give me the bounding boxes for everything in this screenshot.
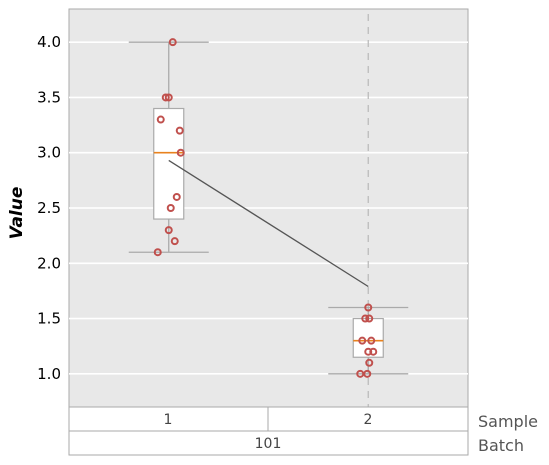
y-tick-label: 4.0 [37, 33, 61, 51]
data-point [365, 314, 374, 323]
data-point [176, 148, 185, 157]
y-tick-label: 3.0 [37, 144, 61, 162]
data-point [175, 126, 184, 135]
sample-label-1: 1 [164, 412, 173, 428]
data-point [358, 336, 367, 345]
data-point [363, 369, 372, 378]
box-marks [128, 14, 409, 407]
data-point [170, 237, 179, 246]
data-point [164, 226, 173, 235]
data-point [161, 93, 170, 102]
y-tick-label: 2.0 [37, 254, 61, 272]
y-tick-label: 2.5 [37, 199, 61, 217]
sample-row-title: Sample [478, 412, 538, 431]
y-tick-label: 1.5 [37, 310, 61, 328]
data-point [364, 303, 373, 312]
y-tick-label: 1.0 [37, 365, 61, 383]
box-iqr [352, 317, 384, 358]
mean-line [168, 159, 369, 288]
data-point [172, 192, 181, 201]
batch-row-title: Batch [478, 436, 524, 455]
data-point [164, 93, 173, 102]
data-point [153, 248, 162, 257]
data-point [369, 347, 378, 356]
box-iqr [153, 107, 185, 220]
sample-label-2: 2 [364, 412, 373, 428]
data-point [361, 314, 370, 323]
batch-row [68, 430, 469, 456]
batch-label: 101 [255, 436, 282, 452]
data-point [168, 38, 177, 47]
y-tick-label: 3.5 [37, 88, 61, 106]
y-axis-ticks: 1.0 1.5 2.0 2.5 3.0 3.5 4.0 [37, 33, 61, 383]
data-point [166, 204, 175, 212]
data-point [367, 336, 376, 345]
data-point [156, 115, 165, 124]
y-axis-label: Value [7, 187, 27, 240]
data-point [365, 358, 374, 367]
